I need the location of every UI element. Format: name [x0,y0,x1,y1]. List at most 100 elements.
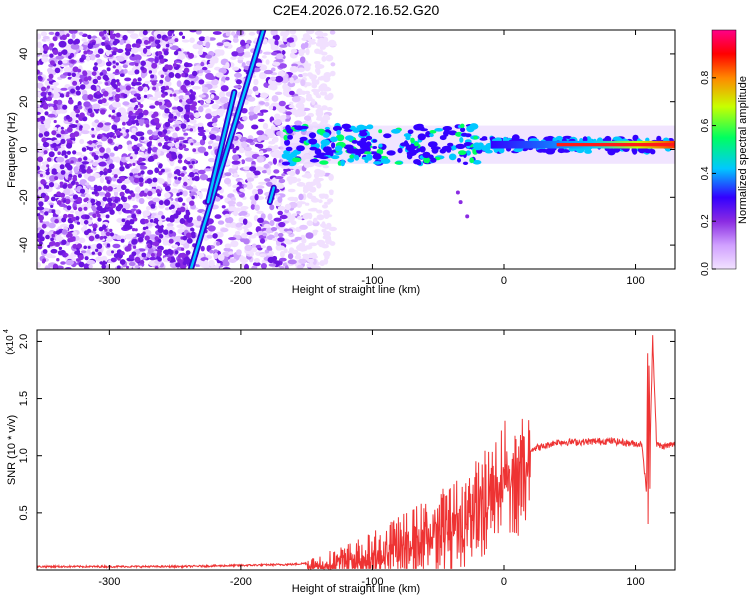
noise-dot [90,84,97,91]
noise-blob [37,152,44,159]
noise-blob [233,209,239,217]
noise-dot [71,180,76,185]
noise-dot [157,51,163,56]
noise-blob [314,104,322,109]
noise-dot [160,168,165,173]
noise-blob [244,146,252,152]
noise-dot [38,201,44,207]
signal-blob [410,149,419,154]
noise-blob [82,224,88,231]
noise-blob [148,96,158,101]
noise-blob [311,98,316,106]
colorbar-tick-label: 0.0 [700,262,711,276]
noise-dot [59,181,64,186]
noise-dot [39,173,44,177]
noise-dot [92,213,97,219]
colorbar-ticks: 0.0 0.2 0.4 0.6 0.8 [700,70,716,276]
noise-dot [158,54,164,60]
noise-dot [99,147,105,153]
noise-dot [171,153,178,160]
noise-dot [73,206,78,211]
noise-dot [123,162,127,166]
noise-blob [244,51,251,57]
noise-blob [57,173,66,180]
noise-blob [135,131,145,137]
noise-dot [113,253,118,258]
noise-blob [78,261,85,268]
noise-blob [277,70,286,77]
noise-blob [142,47,148,54]
noise-blob [305,64,311,71]
noise-blob [193,112,201,119]
noise-dot [107,168,112,173]
noise-blob [235,230,241,236]
noise-dot [124,188,130,194]
noise-blob [254,193,259,201]
noise-blob [315,67,321,74]
noise-blob [325,214,333,218]
x-tick-label: 100 [626,576,644,588]
noise-dot [50,237,54,242]
noise-dot [180,123,187,129]
signal-blob [319,160,329,165]
noise-blob [235,145,240,151]
noise-dot [39,241,43,246]
noise-dot [132,97,137,102]
noise-blob [326,107,333,111]
noise-dot [131,53,135,57]
noise-blob [315,79,320,85]
snr-scale-label: (x10 4 [3,329,16,355]
noise-dot [99,236,104,240]
noise-blob [213,249,219,253]
noise-dot [76,196,83,203]
noise-blob [142,37,147,41]
noise-blob [316,239,326,246]
noise-dot [109,209,115,215]
noise-blob [295,168,300,175]
x-tick-label: 100 [626,275,644,287]
noise-dot [78,207,83,212]
noise-dot [81,147,87,152]
noise-dot [146,178,153,184]
noise-dot [97,217,102,222]
noise-dot [94,234,100,239]
noise-dot [119,166,125,172]
signal-blob [455,143,466,149]
noise-blob [315,261,320,266]
noise-dot [125,129,130,133]
noise-blob [323,41,330,46]
noise-blob [151,146,159,153]
noise-dot [176,106,182,111]
noise-dot [158,234,164,239]
noise-dot [39,229,45,235]
noise-dot [109,228,113,233]
noise-dot [102,185,108,191]
noise-dot [37,69,40,75]
x-tick-label: -100 [361,576,383,588]
noise-dot [43,45,50,52]
noise-blob [152,131,159,136]
noise-dot [74,38,80,45]
noise-dot [189,200,195,206]
noise-blob [48,31,55,35]
noise-blob [297,264,304,269]
noise-dot [108,163,115,170]
noise-dot [131,227,136,232]
noise-dot [68,98,74,105]
noise-dot [134,69,140,75]
noise-dot [170,30,175,34]
noise-blob [131,127,137,134]
signal-blob [363,151,372,155]
noise-blob [255,166,264,171]
noise-blob [198,105,204,113]
noise-blob [214,135,221,142]
noise-blob [83,101,91,108]
noise-blob [265,59,270,65]
noise-dot [109,31,113,35]
noise-blob [147,129,153,135]
signal-blob [461,132,468,137]
noise-dot [140,66,145,71]
noise-dot [101,41,106,46]
noise-blob [197,49,204,56]
noise-dot [138,112,144,118]
